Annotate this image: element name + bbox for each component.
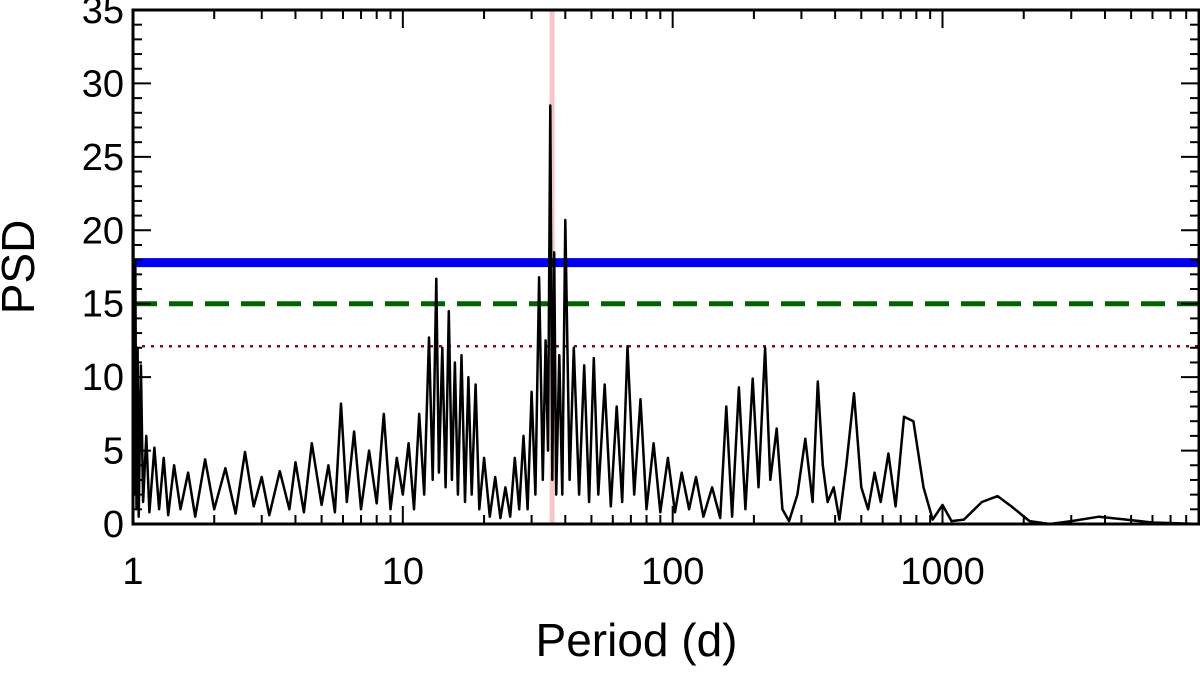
x-axis: 1 10 100 1000 — [122, 10, 1200, 593]
x-axis-title: Period (d) — [536, 614, 738, 666]
y-tick-label: 10 — [82, 357, 124, 399]
y-tick-label: 0 — [103, 504, 124, 546]
y-tick-label: 5 — [103, 431, 124, 473]
x-tick-label: 1000 — [900, 551, 985, 593]
y-tick-label: 15 — [82, 284, 124, 326]
x-tick-label: 10 — [382, 551, 424, 593]
plot-frame — [131, 8, 1200, 526]
series-layer — [131, 98, 1200, 526]
y-axis: 0 5 10 15 20 25 30 35 — [82, 0, 1199, 546]
y-tick-label: 30 — [82, 63, 124, 105]
x-tick-label: 1 — [122, 551, 143, 593]
y-axis-title: PSD — [0, 220, 44, 315]
psd-series-line — [131, 98, 1200, 526]
y-tick-label: 20 — [82, 210, 124, 252]
plot-border — [131, 8, 1200, 526]
y-tick-label: 35 — [82, 0, 124, 32]
x-tick-label: 100 — [641, 551, 704, 593]
y-tick-label: 25 — [82, 137, 124, 179]
threshold-lines-layer — [133, 258, 1200, 348]
